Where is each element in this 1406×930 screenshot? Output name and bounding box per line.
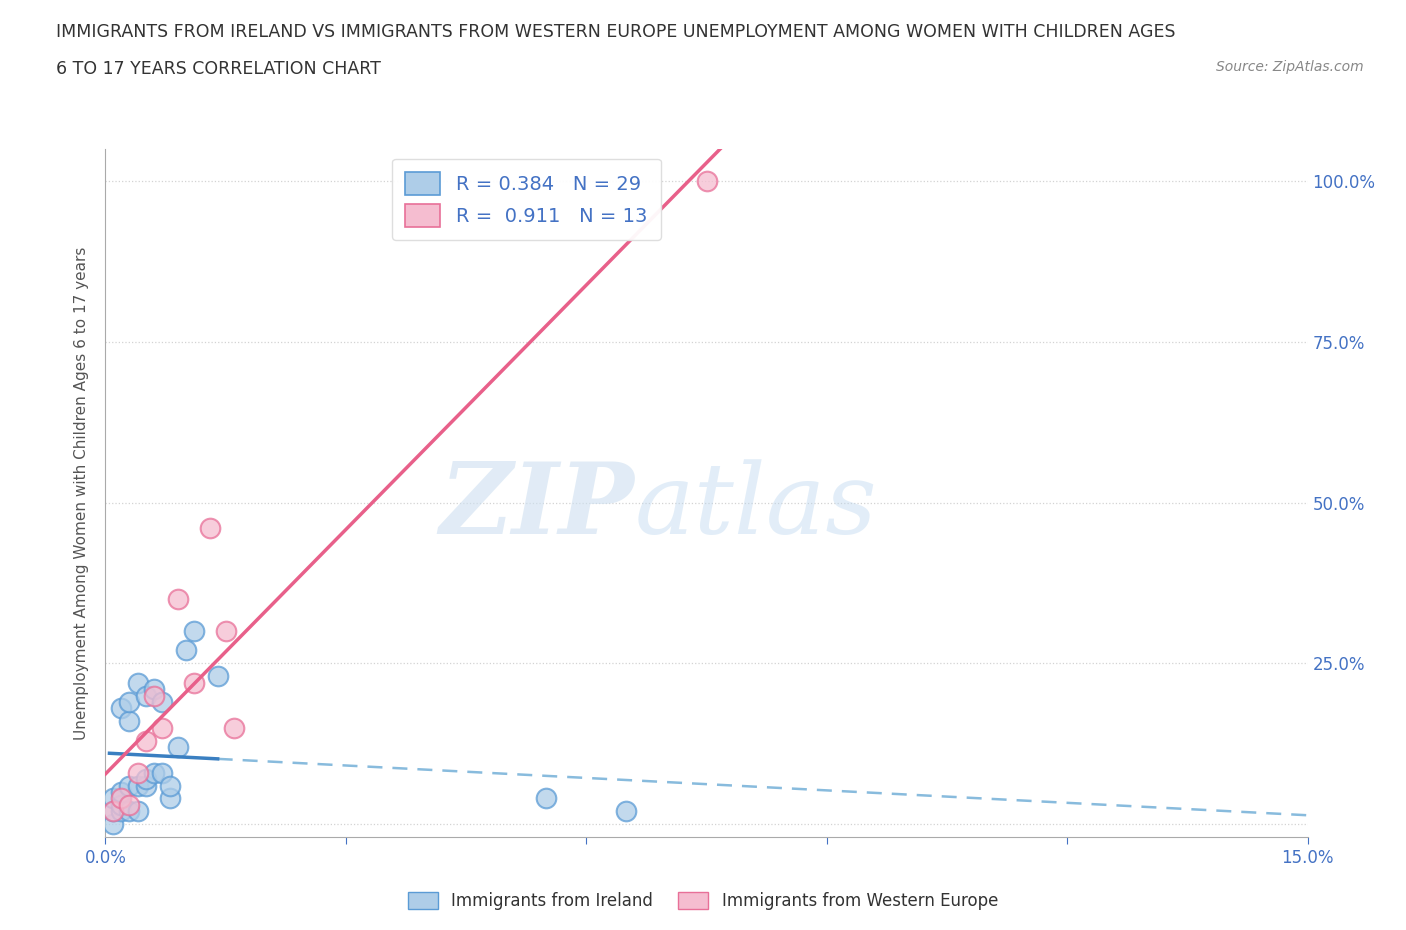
Point [150, 765, 173, 780]
Point [110, 701, 132, 716]
Point [214, 624, 236, 639]
Point [616, 804, 638, 818]
Text: Source: ZipAtlas.com: Source: ZipAtlas.com [1216, 60, 1364, 74]
Text: 6 TO 17 YEARS CORRELATION CHART: 6 TO 17 YEARS CORRELATION CHART [56, 60, 381, 78]
Point [150, 695, 173, 710]
Point [118, 778, 141, 793]
Point [127, 804, 149, 818]
Legend: R = 0.384   N = 29, R =  0.911   N = 13: R = 0.384 N = 29, R = 0.911 N = 13 [392, 158, 661, 240]
Point [118, 695, 141, 710]
Legend: Immigrants from Ireland, Immigrants from Western Europe: Immigrants from Ireland, Immigrants from… [401, 885, 1005, 917]
Point [110, 797, 132, 812]
Point [174, 643, 197, 658]
Point [127, 675, 149, 690]
Point [103, 791, 125, 806]
Point [142, 688, 165, 703]
Point [135, 733, 157, 748]
Point [183, 624, 205, 639]
Point [103, 804, 125, 818]
Point [166, 591, 188, 606]
Point [127, 778, 149, 793]
Point [159, 791, 181, 806]
Point [142, 682, 165, 697]
Point [696, 174, 718, 189]
Point [159, 778, 181, 793]
Text: atlas: atlas [634, 459, 877, 554]
Point [150, 720, 173, 735]
Text: ZIP: ZIP [440, 458, 634, 555]
Point [103, 817, 125, 831]
Point [127, 765, 149, 780]
Y-axis label: Unemployment Among Women with Children Ages 6 to 17 years: Unemployment Among Women with Children A… [75, 246, 90, 739]
Point [110, 785, 132, 800]
Point [198, 521, 221, 536]
Point [103, 804, 125, 818]
Point [135, 778, 157, 793]
Point [118, 797, 141, 812]
Point [222, 720, 245, 735]
Point [534, 791, 557, 806]
Point [142, 765, 165, 780]
Point [166, 739, 188, 754]
Point [183, 675, 205, 690]
Text: IMMIGRANTS FROM IRELAND VS IMMIGRANTS FROM WESTERN EUROPE UNEMPLOYMENT AMONG WOM: IMMIGRANTS FROM IRELAND VS IMMIGRANTS FR… [56, 23, 1175, 41]
Point [110, 804, 132, 818]
Point [118, 804, 141, 818]
Point [207, 669, 229, 684]
Point [135, 772, 157, 787]
Point [110, 791, 132, 806]
Point [135, 688, 157, 703]
Point [118, 714, 141, 729]
